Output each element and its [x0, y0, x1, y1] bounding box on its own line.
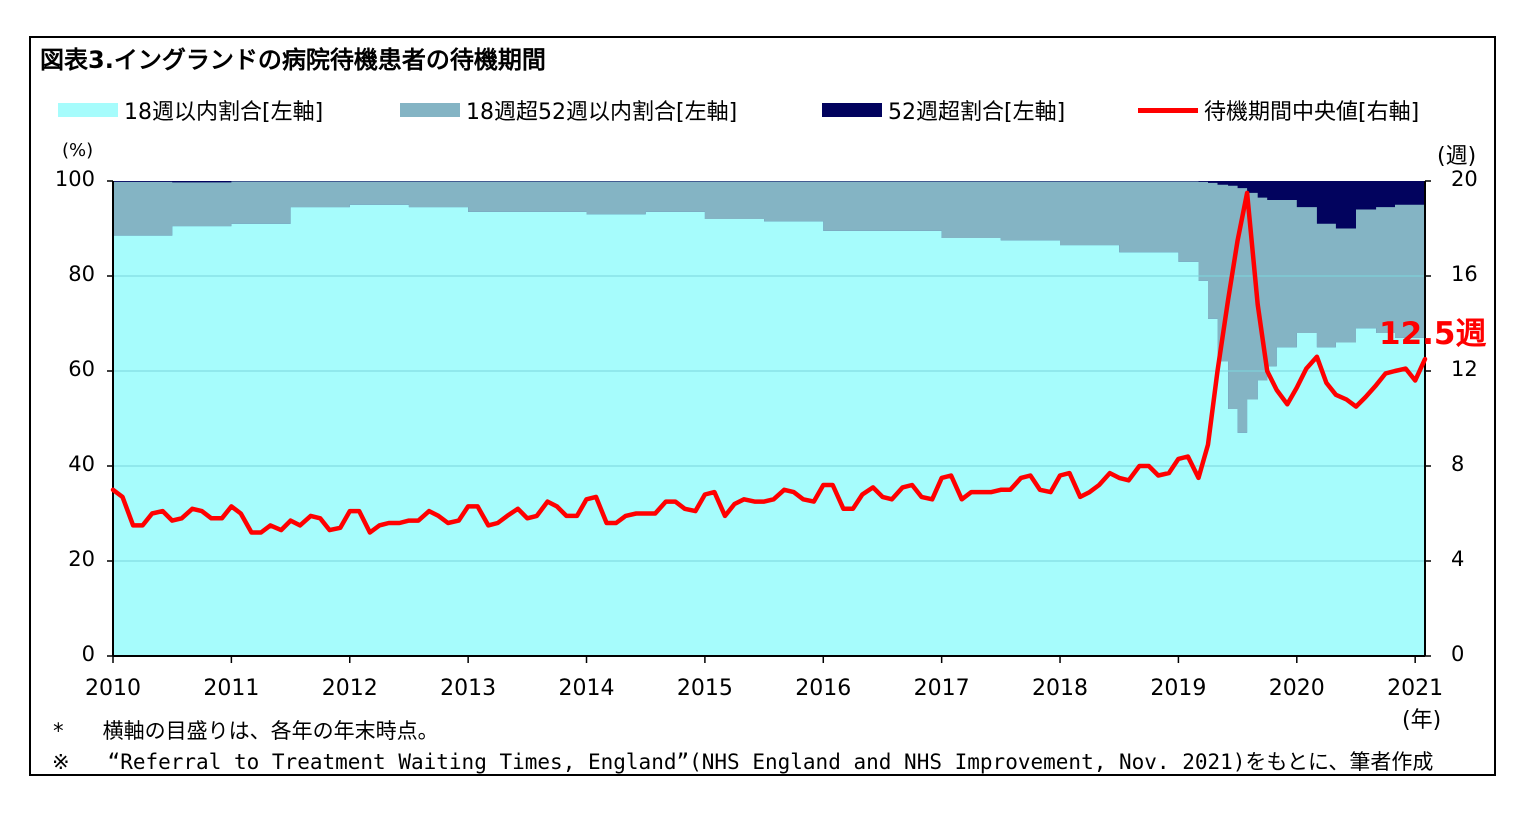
note-1-text: 横軸の目盛りは、各年の年末時点。 — [102, 719, 439, 743]
x-tick-label: 2012 — [321, 676, 378, 701]
y-left-tick-label: 20 — [68, 547, 95, 571]
right-axis-unit: (週) — [1437, 144, 1477, 169]
x-tick-label: 2021 — [1387, 676, 1444, 701]
area-within-18w — [113, 204, 1425, 657]
x-tick-label: 2015 — [676, 676, 733, 701]
note-2: ※ “Referral to Treatment Waiting Times, … — [52, 746, 1433, 776]
y-left-tick-label: 80 — [68, 262, 95, 286]
legend-label-median: 待機期間中央値[右軸] — [1204, 100, 1420, 125]
note-2-mark: ※ — [52, 750, 70, 774]
x-axis-unit: (年) — [1402, 708, 1442, 733]
left-axis-unit: (%) — [62, 140, 94, 161]
top-gap — [113, 179, 1425, 181]
x-tick-label: 2018 — [1032, 676, 1089, 701]
x-tick-label: 2019 — [1150, 676, 1207, 701]
y-left-tick-label: 0 — [81, 642, 95, 666]
x-tick-label: 2010 — [85, 676, 141, 701]
y-right-tick-label: 16 — [1451, 262, 1478, 286]
note-2-text: “Referral to Treatment Waiting Times, En… — [107, 750, 1434, 774]
note-1: * 横軸の目盛りは、各年の年末時点。 — [52, 715, 439, 745]
area-18-52w — [113, 181, 1425, 433]
legend-label-18-52w: 18週超52週以内割合[左軸] — [466, 100, 738, 125]
x-tick-label: 2016 — [795, 676, 852, 701]
y-left-tick-label: 40 — [68, 452, 95, 476]
y-right-tick-label: 0 — [1451, 642, 1465, 666]
legend-item-18-52w: 18週超52週以内割合[左軸] — [400, 94, 737, 126]
y-left-tick-label: 60 — [68, 357, 95, 381]
legend-swatch-within-18w — [58, 103, 118, 117]
legend-swatch-18-52w — [400, 103, 460, 117]
x-tick-label: 2014 — [558, 676, 615, 701]
x-tick-label: 2020 — [1268, 676, 1325, 701]
legend-label-within-18w: 18週以内割合[左軸] — [124, 100, 324, 125]
figure-frame — [29, 36, 1496, 776]
legend-swatch-over-52w — [822, 103, 882, 117]
median-line — [110, 190, 1428, 535]
note-1-mark: * — [52, 719, 65, 743]
chart-title: 図表3.イングランドの病院待機患者の待機期間 — [40, 46, 546, 74]
y-left-tick-label: 100 — [54, 167, 95, 191]
legend-item-over-52w: 52週超割合[左軸] — [822, 94, 1065, 126]
median-annotation: 12.5週 — [1379, 316, 1487, 352]
legend-label-over-52w: 52週超割合[左軸] — [888, 100, 1066, 125]
area-over-52w — [113, 181, 1425, 229]
y-right-tick-label: 8 — [1451, 452, 1465, 476]
legend-item-within-18w: 18週以内割合[左軸] — [58, 94, 323, 126]
y-right-tick-label: 4 — [1451, 547, 1465, 571]
y-right-tick-label: 12 — [1451, 357, 1478, 381]
x-tick-label: 2011 — [203, 676, 260, 701]
legend-item-median: 待機期間中央値[右軸] — [1138, 94, 1419, 126]
x-tick-label: 2017 — [913, 676, 970, 701]
y-right-tick-label: 20 — [1451, 167, 1478, 191]
x-tick-label: 2013 — [440, 676, 497, 701]
legend-swatch-median — [1138, 107, 1198, 113]
